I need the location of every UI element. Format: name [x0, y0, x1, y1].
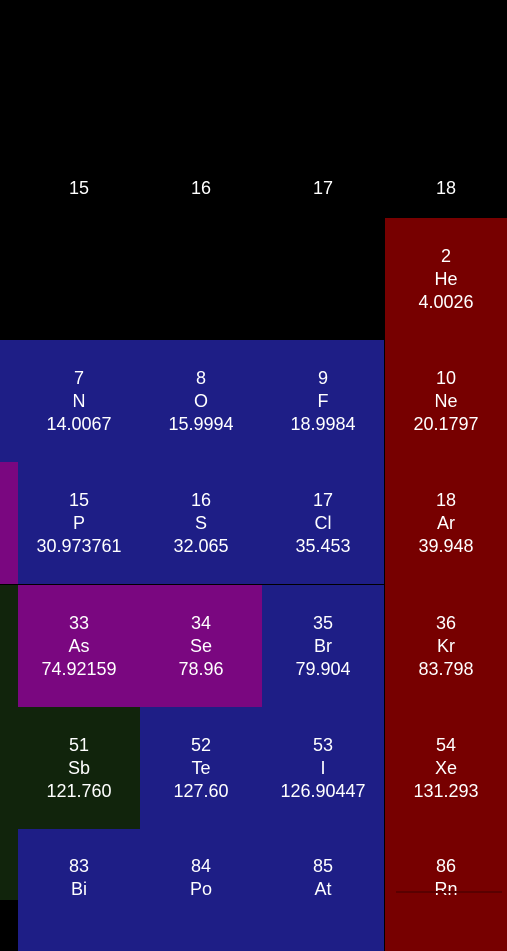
element-cell-sb[interactable]: 51 Sb 121.760 — [18, 707, 140, 829]
element-symbol: Kr — [437, 635, 455, 656]
element-number: 16 — [190, 489, 212, 510]
element-number: 83 — [68, 856, 90, 876]
element-number: 7 — [73, 367, 84, 388]
element-number: 53 — [312, 734, 334, 755]
element-cell-i[interactable]: 53 I 126.90447 — [262, 707, 384, 829]
element-cell-bi[interactable]: 83 Bi — [18, 829, 140, 951]
group-header-17: 17 — [312, 178, 334, 198]
element-number: 86 — [435, 856, 457, 876]
element-number: 35 — [312, 612, 334, 633]
element-mass: 127.60 — [173, 780, 229, 801]
edge-strip-metalloid-purple[interactable] — [0, 462, 18, 584]
element-cell-kr[interactable]: 36 Kr 83.798 — [385, 585, 507, 707]
element-number: 85 — [312, 856, 334, 876]
element-symbol: Br — [314, 635, 332, 656]
element-mass: 30.973761 — [36, 535, 122, 556]
element-cell-at[interactable]: 85 At — [262, 829, 384, 951]
element-cell-po[interactable]: 84 Po — [140, 829, 262, 951]
element-number: 10 — [435, 367, 457, 388]
element-symbol: Ar — [437, 512, 455, 533]
element-cell-xe[interactable]: 54 Xe 131.293 — [385, 707, 507, 829]
element-mass: 79.904 — [295, 658, 351, 679]
element-number: 2 — [440, 245, 451, 266]
element-mass: 15.9994 — [168, 413, 234, 434]
element-cell-he[interactable]: 2 He 4.0026 — [385, 218, 507, 340]
element-cell-ne[interactable]: 10 Ne 20.1797 — [385, 340, 507, 462]
element-symbol: Po — [189, 879, 213, 899]
element-number: 15 — [68, 489, 90, 510]
element-cell-o[interactable]: 8 O 15.9994 — [140, 340, 262, 462]
element-mass: 126.90447 — [280, 780, 366, 801]
element-symbol: Se — [189, 635, 213, 656]
element-mass: 20.1797 — [413, 413, 479, 434]
element-mass: 18.9984 — [290, 413, 356, 434]
element-mass: 78.96 — [178, 658, 224, 679]
element-symbol: As — [68, 635, 90, 656]
element-symbol: Cl — [314, 512, 332, 533]
element-number: 36 — [435, 612, 457, 633]
element-number: 33 — [68, 612, 90, 633]
element-symbol: Xe — [434, 757, 458, 778]
element-cell-ar[interactable]: 18 Ar 39.948 — [385, 462, 507, 584]
element-mass: 39.948 — [418, 535, 474, 556]
group-header-16: 16 — [190, 178, 212, 198]
element-mass: 131.293 — [413, 780, 479, 801]
element-cell-f[interactable]: 9 F 18.9984 — [262, 340, 384, 462]
element-mass: 35.453 — [295, 535, 351, 556]
element-mass: 83.798 — [418, 658, 474, 679]
element-cell-br[interactable]: 35 Br 79.904 — [262, 585, 384, 707]
element-number: 51 — [68, 734, 90, 755]
element-number: 8 — [195, 367, 206, 388]
element-mass: 4.0026 — [418, 291, 474, 312]
element-number: 34 — [190, 612, 212, 633]
element-symbol: F — [317, 390, 329, 411]
element-symbol: Ne — [434, 390, 458, 411]
element-symbol: Sb — [67, 757, 91, 778]
element-mass: 121.760 — [46, 780, 112, 801]
element-mass: 32.065 — [173, 535, 229, 556]
nonmetal-region — [0, 340, 18, 462]
element-symbol: N — [72, 390, 86, 411]
element-symbol: P — [72, 512, 85, 533]
element-cell-as[interactable]: 33 As 74.92159 — [18, 585, 140, 707]
element-symbol: I — [320, 757, 326, 778]
element-number: 52 — [190, 734, 212, 755]
element-number: 84 — [190, 856, 212, 876]
element-symbol: He — [434, 268, 458, 289]
element-cell-n[interactable]: 7 N 14.0067 — [18, 340, 140, 462]
element-number: 54 — [435, 734, 457, 755]
element-symbol: Te — [191, 757, 211, 778]
element-number: 18 — [435, 489, 457, 510]
element-cell-rn[interactable]: 86 Rn — [385, 829, 507, 951]
element-number: 17 — [312, 489, 334, 510]
element-cell-s[interactable]: 16 S 32.065 — [140, 462, 262, 584]
element-symbol: Bi — [70, 879, 87, 899]
element-symbol: O — [193, 390, 208, 411]
edge-strip-poor-metal-green[interactable] — [0, 585, 18, 900]
element-number: 9 — [317, 367, 328, 388]
element-symbol: S — [194, 512, 207, 533]
group-header-18: 18 — [435, 178, 457, 198]
element-symbol: At — [314, 879, 332, 899]
group-header-15: 15 — [68, 178, 90, 198]
scroll-indicator — [396, 891, 502, 893]
element-cell-cl[interactable]: 17 Cl 35.453 — [262, 462, 384, 584]
element-symbol: Rn — [434, 879, 458, 899]
element-cell-se[interactable]: 34 Se 78.96 — [140, 585, 262, 707]
element-mass: 14.0067 — [46, 413, 112, 434]
element-cell-te[interactable]: 52 Te 127.60 — [140, 707, 262, 829]
element-mass: 74.92159 — [41, 658, 117, 679]
element-cell-p[interactable]: 15 P 30.973761 — [18, 462, 140, 584]
